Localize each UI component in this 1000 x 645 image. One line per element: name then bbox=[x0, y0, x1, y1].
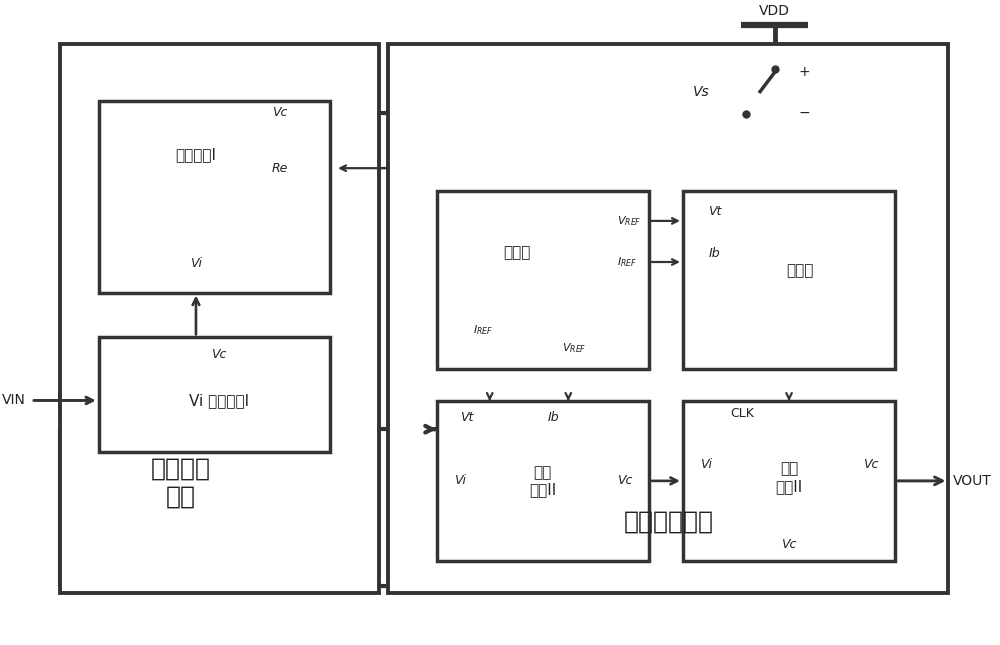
Text: CLK: CLK bbox=[730, 408, 754, 421]
Text: Vt: Vt bbox=[460, 411, 473, 424]
Text: Ib: Ib bbox=[708, 246, 720, 259]
Text: Vi 放大电路I: Vi 放大电路I bbox=[189, 393, 249, 408]
Bar bbox=[99, 337, 330, 452]
Bar bbox=[60, 44, 379, 593]
Text: Vc: Vc bbox=[272, 106, 287, 119]
Bar bbox=[437, 401, 649, 561]
Text: $V_{REF}$: $V_{REF}$ bbox=[562, 341, 587, 355]
Text: Vc: Vc bbox=[863, 459, 878, 471]
Text: $V_{REF}$: $V_{REF}$ bbox=[617, 214, 642, 228]
Bar bbox=[388, 44, 948, 593]
Bar bbox=[437, 190, 649, 369]
Text: 初级唤醒
电路: 初级唤醒 电路 bbox=[151, 457, 211, 509]
Text: VIN: VIN bbox=[2, 393, 26, 408]
Text: 数字
处理II: 数字 处理II bbox=[775, 461, 803, 494]
Text: +: + bbox=[799, 65, 810, 79]
Bar bbox=[683, 401, 895, 561]
Bar bbox=[683, 190, 895, 369]
Text: Vs: Vs bbox=[692, 84, 709, 99]
Text: Vi: Vi bbox=[190, 257, 202, 270]
Text: Re: Re bbox=[271, 162, 288, 175]
Text: Vi: Vi bbox=[700, 459, 712, 471]
Text: Vc: Vc bbox=[211, 348, 227, 361]
Text: 数字处理I: 数字处理I bbox=[175, 147, 216, 163]
Text: Ib: Ib bbox=[548, 411, 559, 424]
Text: Vc: Vc bbox=[617, 474, 632, 488]
Text: VDD: VDD bbox=[759, 5, 790, 18]
Text: Vi: Vi bbox=[454, 474, 466, 488]
Text: Vc: Vc bbox=[781, 538, 797, 551]
Bar bbox=[99, 101, 330, 293]
Text: $I_{REF}$: $I_{REF}$ bbox=[617, 255, 637, 269]
Text: −: − bbox=[799, 106, 810, 120]
Text: $I_{REF}$: $I_{REF}$ bbox=[473, 323, 493, 337]
Text: 振荡器: 振荡器 bbox=[786, 263, 813, 279]
Text: 放大
电路II: 放大 电路II bbox=[529, 464, 556, 497]
Text: VOUT: VOUT bbox=[953, 474, 992, 488]
Text: 基准源: 基准源 bbox=[504, 246, 531, 261]
Text: Vt: Vt bbox=[708, 206, 722, 219]
Text: 次级唤醒电路: 次级唤醒电路 bbox=[623, 509, 713, 533]
